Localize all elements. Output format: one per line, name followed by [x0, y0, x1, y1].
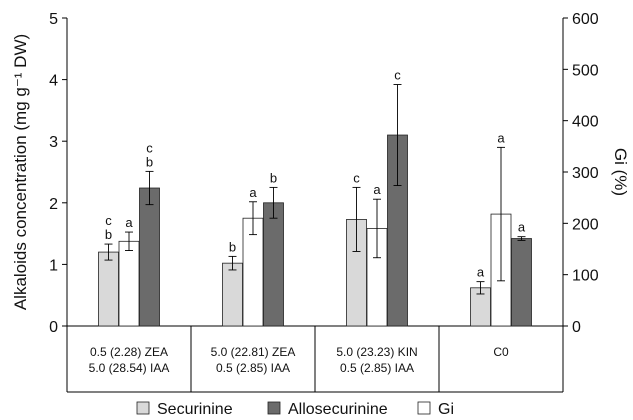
category-label-line2: 0.5 (2.85) IAA — [216, 361, 290, 375]
category-label-line1: 5.0 (23.23) KIN — [336, 345, 417, 359]
bar-securinine — [98, 251, 119, 327]
group-label-table: 0.5 (2.28) ZEA 5.0 (28.54) IAA 5.0 (22.81)… — [66, 326, 564, 393]
legend-swatch-allosecurinine — [267, 401, 281, 415]
y-right-tick-label: 200 — [572, 216, 599, 233]
legend: Securinine Allosecurinine Gi — [136, 401, 454, 418]
y-right-tick-label: 0 — [572, 319, 581, 336]
y-left-tick-label: 3 — [49, 134, 58, 151]
significance-letter: c — [394, 68, 401, 83]
y-right-tick-label: 500 — [572, 62, 599, 79]
category-label-line2: 5.0 (28.54) IAA — [89, 361, 170, 375]
significance-letter: a — [497, 130, 505, 145]
y-right-tick-label: 300 — [572, 165, 599, 182]
y-axis-right-label: Gi (%) — [611, 148, 630, 196]
significance-letter: a — [125, 215, 133, 230]
y-axis-left-label: Alkaloids concentration (mg g⁻¹ DW) — [11, 34, 30, 310]
y-right-tick-label: 600 — [572, 11, 599, 28]
y-left-tick-label: 5 — [49, 11, 58, 28]
y-left-tick-label: 4 — [49, 73, 58, 90]
legend-label-securinine: Securinine — [157, 401, 233, 418]
bar-gi — [118, 240, 140, 327]
legend-label-allosecurinine: Allosecurinine — [288, 401, 388, 418]
legend-swatch-gi — [417, 401, 431, 415]
bar-allosecurinine — [511, 238, 532, 327]
significance-letter: b — [229, 239, 236, 254]
legend-label-gi: Gi — [438, 401, 454, 418]
y-left-tick-label: 0 — [49, 319, 58, 336]
bar-allosecurinine — [139, 187, 160, 327]
significance-letter: b — [146, 154, 153, 169]
significance-letter: a — [477, 265, 485, 280]
y-left-tick-label: 2 — [49, 196, 58, 213]
significance-letter: a — [373, 182, 381, 197]
significance-letter: a — [518, 220, 526, 235]
significance-letter: b — [270, 170, 277, 185]
significance-letter: a — [249, 185, 257, 200]
bar-securinine — [222, 262, 243, 327]
y-right-tick-label: 400 — [572, 114, 599, 131]
significance-letter: c — [146, 140, 153, 155]
y-right-tick-label: 100 — [572, 268, 599, 285]
bars — [98, 84, 532, 327]
significance-letter: c — [105, 213, 112, 228]
significance-letter: b — [105, 227, 112, 242]
significance-letter: c — [353, 170, 360, 185]
legend-swatch-securinine — [136, 401, 150, 415]
category-label-line1: 5.0 (22.81) ZEA — [211, 345, 296, 359]
category-label-line1: C0 — [493, 345, 509, 359]
category-label-line1: 0.5 (2.28) ZEA — [90, 345, 168, 359]
category-label-line2: 0.5 (2.85) IAA — [340, 361, 414, 375]
y-left-tick-label: 1 — [49, 257, 58, 274]
bar-allosecurinine — [263, 202, 284, 327]
